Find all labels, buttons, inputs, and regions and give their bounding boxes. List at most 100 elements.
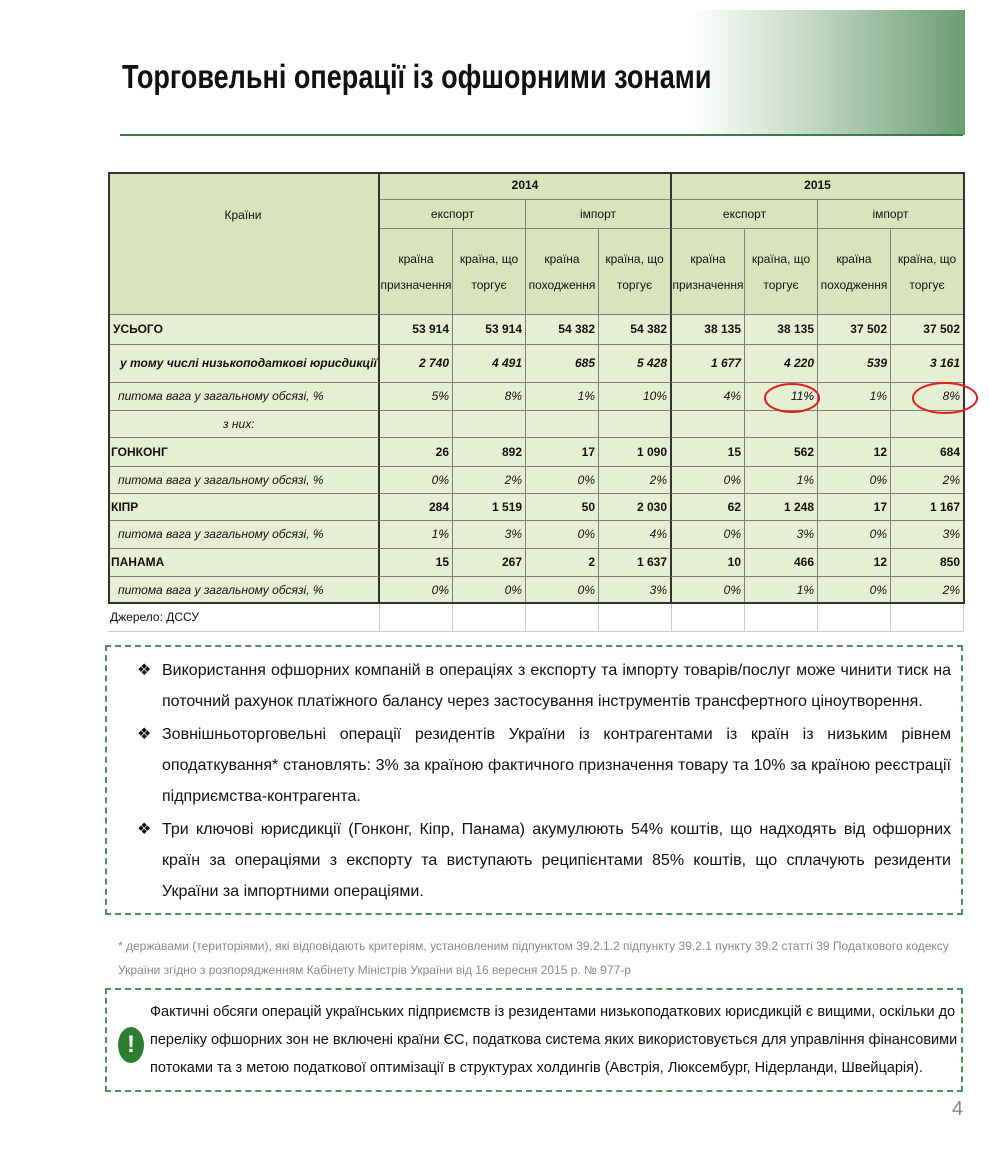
- table-value: 1%: [818, 383, 891, 411]
- highlight: [764, 383, 820, 413]
- table-value: 5%: [380, 383, 453, 411]
- title-rule: [120, 134, 963, 136]
- table-value: 1 637: [599, 549, 672, 577]
- row-label: питома вага у загальному обсязі, %: [108, 521, 380, 549]
- table-value: 2%: [599, 467, 672, 494]
- table-value: 0%: [672, 521, 745, 549]
- table-value: 17: [818, 494, 891, 521]
- empty-cell: [380, 604, 453, 632]
- table-value: 54 382: [599, 315, 672, 345]
- row-label: УСЬОГО: [108, 315, 380, 345]
- table-value: 3 161: [891, 345, 964, 383]
- table-value: 4%: [599, 521, 672, 549]
- flow-header: експорт: [380, 200, 526, 229]
- bullet-box: ❖ Використання офшорних компаній в операц…: [105, 645, 963, 915]
- table-value: 53 914: [380, 315, 453, 345]
- table-value: 685: [526, 345, 599, 383]
- row-label: ПАНАМА: [108, 549, 380, 577]
- bullet-marker: ❖: [137, 726, 152, 743]
- row-label: питома вага у загальному обсязі, %: [108, 383, 380, 411]
- sub-header: країна призначення: [672, 229, 745, 315]
- bullet: ❖ Використання офшорних компаній в операц…: [117, 655, 951, 717]
- header-gradient: [690, 10, 965, 135]
- row-label: у тому числі низькоподаткові юрисдикції: [108, 345, 380, 383]
- row-label: питома вага у загальному обсязі, %: [108, 577, 380, 604]
- table-value: 466: [745, 549, 818, 577]
- table-value: 0%: [818, 577, 891, 604]
- table-value: 8%: [453, 383, 526, 411]
- table-value: 53 914: [453, 315, 526, 345]
- row-label: ГОНКОНГ: [108, 438, 380, 467]
- sub-header: країна, що торгує: [745, 229, 818, 315]
- empty-cell: [672, 604, 745, 632]
- row-label: питома вага у загальному обсязі, %: [108, 467, 380, 494]
- table-value: 3%: [891, 521, 964, 549]
- table-value: 3%: [599, 577, 672, 604]
- bullet: ❖ Три ключові юрисдикції (Гонконг, Кіпр, …: [117, 814, 951, 907]
- table-value: 3%: [453, 521, 526, 549]
- flow-header: експорт: [672, 200, 818, 229]
- source: Джерело: ДССУ: [108, 604, 380, 632]
- table-value: 26: [380, 438, 453, 467]
- table-value: 1 090: [599, 438, 672, 467]
- table-value: 539: [818, 345, 891, 383]
- table-value: 2: [526, 549, 599, 577]
- table-value: 1%: [745, 467, 818, 494]
- table-value: 50: [526, 494, 599, 521]
- table-value: 1 248: [745, 494, 818, 521]
- flow-header: імпорт: [818, 200, 964, 229]
- table-value: 0%: [380, 467, 453, 494]
- empty-cell: [745, 604, 818, 632]
- table-value: 0%: [526, 521, 599, 549]
- table-value: 2%: [891, 467, 964, 494]
- table-value: 12: [818, 438, 891, 467]
- table-value: 3%: [745, 521, 818, 549]
- table-value: 0%: [526, 467, 599, 494]
- footnote: * державами (територіями), які відповіда…: [118, 939, 949, 977]
- note: Фактичні обсяги операцій українських під…: [150, 1004, 958, 1076]
- bullet-text: Зовнішньоторговельні операції резидентів…: [162, 726, 951, 805]
- empty-cell: [745, 411, 818, 438]
- table-value: 1 167: [891, 494, 964, 521]
- table-value: 54 382: [526, 315, 599, 345]
- bullet-marker: ❖: [137, 662, 152, 679]
- table-value: 684: [891, 438, 964, 467]
- note-icon: !: [118, 1027, 144, 1063]
- table-value: 1%: [380, 521, 453, 549]
- table-value: 0%: [818, 467, 891, 494]
- table-value: 17: [526, 438, 599, 467]
- flow-header: імпорт: [526, 200, 672, 229]
- sub-header: країна, що торгує: [891, 229, 964, 315]
- table-value: 850: [891, 549, 964, 577]
- highlights: [764, 382, 978, 414]
- year-header: 2015: [672, 172, 964, 200]
- note-box: [105, 988, 963, 1092]
- year-header: 2014: [380, 172, 672, 200]
- title: Торговельні операції із офшорними зонами: [122, 58, 712, 95]
- table-value: 4 220: [745, 345, 818, 383]
- table-value: 1 677: [672, 345, 745, 383]
- table-value: 4 491: [453, 345, 526, 383]
- table-value: 15: [672, 438, 745, 467]
- sub-header: країна походження: [526, 229, 599, 315]
- table-value: 562: [745, 438, 818, 467]
- table-value: 11%: [745, 383, 818, 411]
- sub-header: країна, що торгує: [599, 229, 672, 315]
- table-value: 2 740: [380, 345, 453, 383]
- empty-cell: [599, 604, 672, 632]
- empty-cell: [526, 411, 599, 438]
- empty-cell: [818, 604, 891, 632]
- table-value: 284: [380, 494, 453, 521]
- sub-header: країна призначення: [380, 229, 453, 315]
- empty-cell: [672, 411, 745, 438]
- table-value: 62: [672, 494, 745, 521]
- sub-header: країна походження: [818, 229, 891, 315]
- table-value: 267: [453, 549, 526, 577]
- table-value: 10: [672, 549, 745, 577]
- empty-cell: [818, 411, 891, 438]
- bullet-text: Три ключові юрисдикції (Гонконг, Кіпр, П…: [162, 821, 951, 900]
- table-value: 12: [818, 549, 891, 577]
- table-value: 4%: [672, 383, 745, 411]
- table-value: 37 502: [818, 315, 891, 345]
